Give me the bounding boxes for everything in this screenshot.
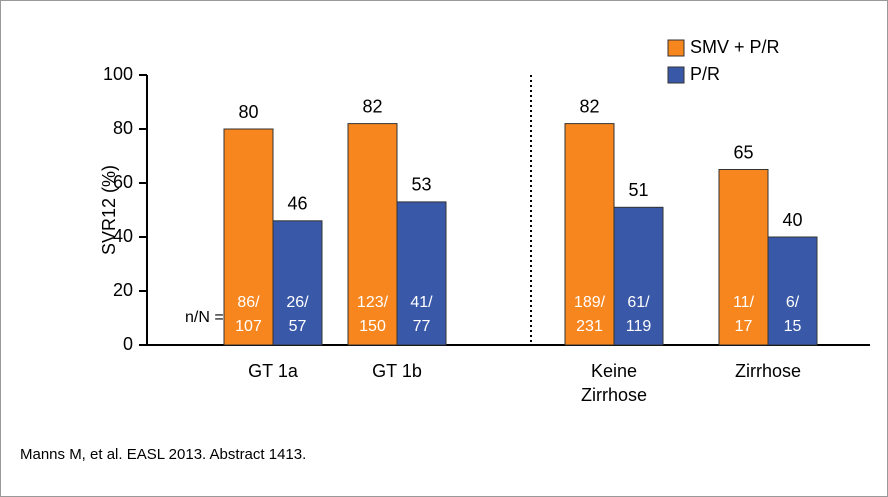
count-label: 123/ — [357, 294, 389, 311]
value-label: 65 — [733, 142, 753, 162]
count-label: 11/ — [733, 294, 755, 311]
value-label: 46 — [287, 194, 307, 214]
bar — [564, 123, 615, 346]
count-label: 41/ — [410, 294, 433, 311]
y-tick-label: 40 — [113, 226, 133, 246]
x-tick-label: Keine Zirrhose — [581, 361, 647, 405]
count-label: 77 — [413, 318, 431, 335]
bar — [223, 128, 274, 346]
count-label: 86/ — [237, 294, 260, 311]
legend-swatch — [667, 39, 685, 57]
counts-label: n/N = — [185, 309, 224, 326]
y-tick-label: 100 — [103, 64, 133, 84]
legend-swatch — [667, 66, 685, 84]
bar — [396, 201, 447, 346]
count-label: 231 — [576, 318, 603, 335]
x-tick-label: GT 1b — [372, 361, 422, 381]
y-axis-label: SVR12 (%) — [99, 165, 119, 255]
count-label: 15 — [784, 318, 802, 335]
count-label: 6/ — [786, 294, 800, 311]
count-label: 150 — [359, 318, 386, 335]
count-label: 107 — [235, 318, 262, 335]
count-label: 189/ — [574, 294, 606, 311]
bar — [767, 236, 818, 346]
value-label: 53 — [411, 175, 431, 195]
source: Manns M, et al. EASL 2013. Abstract 1413… — [20, 446, 306, 463]
value-label: 82 — [579, 96, 599, 116]
value-label: 40 — [782, 210, 802, 230]
x-tick-label: GT 1a — [248, 361, 299, 381]
count-label: 17 — [735, 318, 753, 335]
bar — [613, 206, 664, 346]
x-tick-label-line: Keine — [591, 361, 637, 381]
y-tick-label: 80 — [113, 118, 133, 138]
count-label: 119 — [626, 318, 652, 335]
count-label: 61/ — [627, 294, 650, 311]
value-label: 80 — [238, 102, 258, 122]
x-tick-label: Zirrhose — [735, 361, 801, 381]
bar — [347, 123, 398, 346]
y-tick-label: 0 — [123, 334, 133, 354]
value-label: 51 — [628, 180, 648, 200]
count-label: 26/ — [286, 294, 309, 311]
y-tick-label: 60 — [113, 172, 133, 192]
legend-label: SMV + P/R — [690, 37, 780, 57]
value-label: 82 — [362, 96, 382, 116]
y-tick-label: 20 — [113, 280, 133, 300]
x-tick-label-line: Zirrhose — [581, 385, 647, 405]
bar — [272, 220, 323, 346]
legend-label: P/R — [690, 64, 720, 84]
count-label: 57 — [289, 318, 307, 335]
